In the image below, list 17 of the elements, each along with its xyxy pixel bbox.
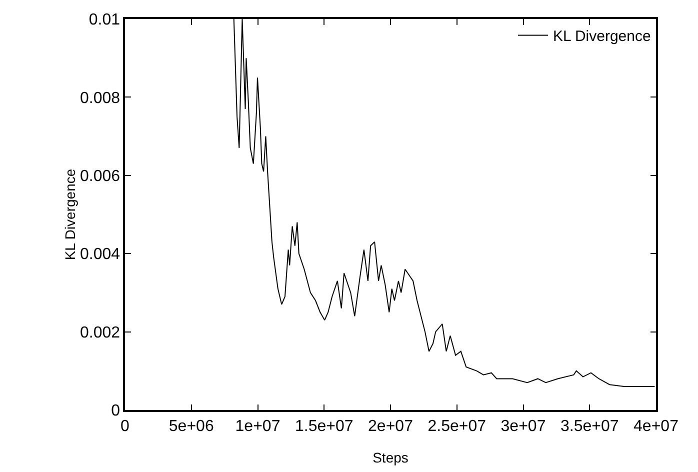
x-tick-label: 2.5e+07	[428, 418, 486, 435]
x-tick-label: 5e+06	[168, 418, 214, 435]
x-tick-label: 2e+07	[368, 418, 414, 435]
y-tick-label: 0.01	[88, 12, 120, 29]
y-tick-label: 0.006	[80, 168, 120, 185]
x-tick-label: 3.5e+07	[560, 418, 619, 435]
y-axis-title: KL Divergence	[62, 168, 78, 260]
x-tick-label: 4e+07	[634, 418, 679, 435]
legend-label: KL Divergence	[553, 28, 651, 46]
y-tick-label: 0	[111, 402, 120, 420]
x-axis-title: Steps	[372, 450, 408, 466]
y-tick-label: 0.002	[80, 324, 120, 342]
y-tick-label: 0.008	[80, 90, 120, 107]
x-tick-label: 1.5e+07	[294, 418, 354, 435]
x-tick-label: 1e+07	[235, 418, 280, 435]
x-tick-label: 3e+07	[500, 418, 546, 435]
y-tick-label: 0.004	[80, 246, 120, 264]
